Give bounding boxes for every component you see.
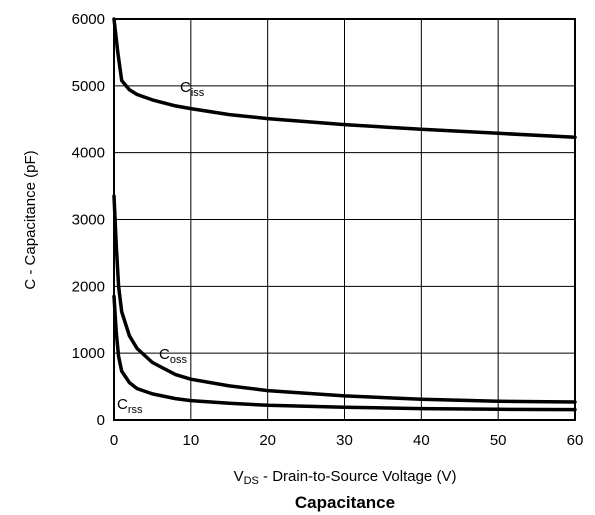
plot-frame [113,18,576,421]
x-tick-label: 10 [182,432,199,449]
y-tick-labels: 0 1000 2000 3000 4000 5000 6000 [72,11,105,429]
x-tick-labels: 0 10 20 30 40 50 60 [110,432,584,449]
series-label-coss: Coss [159,346,187,366]
series-line-coss [112,194,577,404]
series-line-ciss [112,17,577,140]
x-tick-label: 60 [567,432,584,449]
x-tick-label: 40 [413,432,430,449]
y-tick-label: 1000 [72,345,105,362]
y-tick-label: 6000 [72,11,105,28]
y-axis-label: C - Capacitance (pF) [22,150,39,289]
x-tick-label: 30 [336,432,353,449]
y-tick-label: 4000 [72,145,105,162]
y-tick-label: 5000 [72,78,105,95]
x-axis-label: VDS - Drain-to-Source Voltage (V) [234,468,457,487]
x-tick-label: 50 [490,432,507,449]
grid-lines [114,19,575,420]
series-curves [112,17,577,412]
chart-title: Capacitance [295,493,395,512]
series-line-crss [112,294,577,412]
x-tick-label: 0 [110,432,118,449]
y-tick-label: 0 [97,412,105,429]
y-tick-label: 2000 [72,278,105,295]
series-label-ciss: Ciss [180,79,205,99]
series-label-crss: Crss [117,396,143,416]
x-tick-label: 20 [259,432,276,449]
y-tick-label: 3000 [72,212,105,229]
